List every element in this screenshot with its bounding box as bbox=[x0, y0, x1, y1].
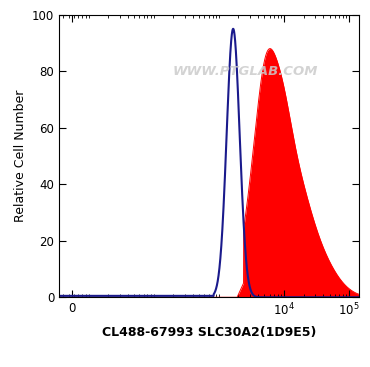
Y-axis label: Relative Cell Number: Relative Cell Number bbox=[14, 90, 27, 222]
Text: WWW.PTGLAB.COM: WWW.PTGLAB.COM bbox=[172, 65, 318, 78]
X-axis label: CL488-67993 SLC30A2(1D9E5): CL488-67993 SLC30A2(1D9E5) bbox=[102, 326, 316, 339]
